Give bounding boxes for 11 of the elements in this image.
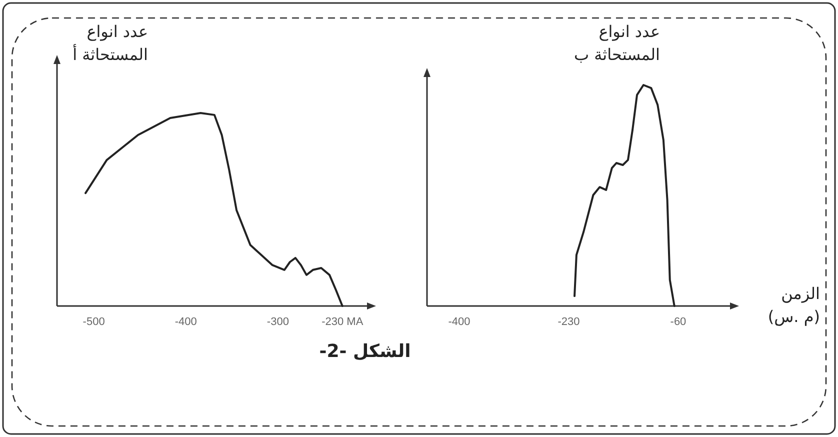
- x-tick-label: -300: [266, 316, 289, 328]
- y-axis-title: عدد انواع المستحاثة ب: [572, 21, 660, 66]
- x-tick-label: -500: [82, 316, 105, 328]
- x-tick-label: -400: [174, 316, 197, 328]
- x-tick-label: -60: [670, 316, 686, 328]
- x-tick-label: -230 MA: [322, 316, 364, 328]
- text: الشكل -2-: [318, 341, 412, 362]
- y-axis-title: عدد انواع المستحاثة أ: [72, 21, 148, 66]
- x-tick-label: -230: [558, 316, 580, 328]
- x-axis-title: الزمن (م .س): [766, 283, 820, 328]
- x-tick-label: -400: [448, 316, 470, 328]
